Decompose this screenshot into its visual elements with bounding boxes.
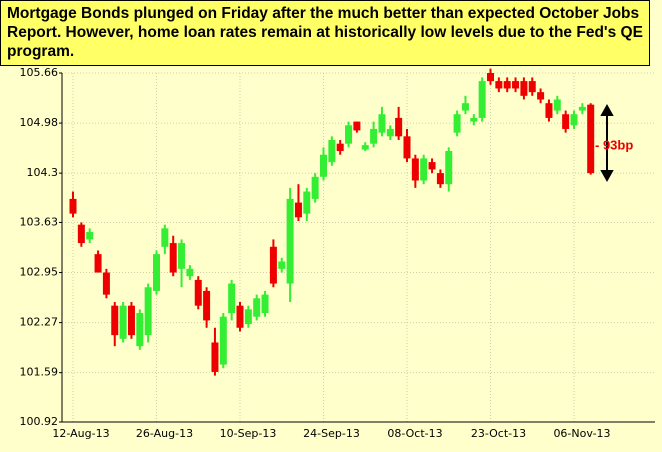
candle-body bbox=[69, 198, 77, 214]
candle-body bbox=[570, 114, 578, 126]
candle-body bbox=[102, 272, 110, 295]
x-tick-label: 24-Sep-13 bbox=[303, 427, 360, 440]
y-tick-label: 104.98 bbox=[20, 116, 59, 129]
candle-body bbox=[370, 128, 378, 144]
candle-body bbox=[403, 136, 411, 159]
candle-body bbox=[503, 81, 511, 89]
x-tick-label: 10-Sep-13 bbox=[220, 427, 277, 440]
candle-body bbox=[311, 176, 319, 199]
candle-body bbox=[286, 198, 294, 284]
candle-body bbox=[461, 103, 469, 111]
arrow-head bbox=[600, 170, 614, 183]
annotation: - 93bp bbox=[595, 137, 633, 152]
y-tick-label: 101.59 bbox=[20, 366, 59, 379]
candle-body bbox=[178, 243, 186, 269]
chart-title: Mortgage Bonds plunged on Friday after t… bbox=[0, 0, 650, 66]
candle-body bbox=[361, 145, 369, 150]
x-tick-label: 06-Nov-13 bbox=[553, 427, 610, 440]
arrow-head bbox=[600, 103, 614, 116]
candle-body bbox=[119, 305, 127, 339]
candle-body bbox=[353, 121, 361, 131]
candle-body bbox=[520, 81, 528, 96]
candle-body bbox=[328, 140, 336, 163]
x-tick-label: 08-Oct-13 bbox=[387, 427, 442, 440]
candle-body bbox=[453, 114, 461, 133]
y-tick-label: 104.3 bbox=[27, 166, 59, 179]
candle-body bbox=[436, 173, 444, 185]
candle-body bbox=[261, 294, 269, 314]
candle-body bbox=[578, 106, 586, 111]
candle-body bbox=[587, 104, 595, 174]
candle-body bbox=[194, 279, 202, 306]
candle-body bbox=[545, 103, 553, 118]
candle-body bbox=[228, 283, 236, 314]
candle-body bbox=[186, 268, 194, 277]
candle-body bbox=[153, 254, 160, 291]
candle-body bbox=[219, 316, 227, 365]
y-tick-label: 100.92 bbox=[20, 415, 59, 428]
y-tick-label: 102.27 bbox=[20, 316, 59, 329]
y-tick-label: 103.63 bbox=[20, 215, 59, 228]
candle-body bbox=[553, 99, 561, 111]
candle-body bbox=[127, 305, 135, 336]
candle-body bbox=[320, 154, 327, 177]
candle-body bbox=[236, 305, 244, 328]
candle-body bbox=[111, 305, 119, 336]
candle-body bbox=[169, 243, 177, 273]
candle-body bbox=[428, 162, 436, 170]
candle-body bbox=[278, 261, 286, 269]
x-tick-label: 23-Oct-13 bbox=[471, 427, 526, 440]
candle-body bbox=[528, 81, 536, 93]
candle-body bbox=[144, 287, 152, 336]
arrow bbox=[600, 103, 614, 183]
x-tick-label: 26-Aug-13 bbox=[136, 427, 193, 440]
candle-body bbox=[512, 81, 520, 89]
candle-body bbox=[537, 92, 545, 100]
candle-body bbox=[161, 228, 169, 247]
candle-body bbox=[94, 254, 102, 273]
candle-body bbox=[411, 158, 419, 181]
candle-body bbox=[244, 309, 252, 325]
candle-body bbox=[420, 158, 428, 181]
x-tick-label: 12-Aug-13 bbox=[52, 427, 109, 440]
candle-body bbox=[294, 202, 302, 218]
candle-body bbox=[395, 117, 403, 137]
candle-body bbox=[345, 125, 353, 144]
candle-body bbox=[253, 298, 261, 317]
candle-body bbox=[386, 128, 394, 137]
candle-body bbox=[336, 143, 344, 152]
candle-body bbox=[445, 151, 453, 185]
candle-body bbox=[211, 342, 219, 372]
candle-body bbox=[478, 81, 486, 118]
candle-body bbox=[470, 117, 478, 122]
y-tick-label: 105.66 bbox=[20, 66, 59, 79]
candle-body bbox=[136, 313, 144, 347]
candle-body bbox=[303, 191, 311, 214]
y-tick-label: 102.95 bbox=[20, 266, 59, 279]
candle-body bbox=[269, 246, 277, 284]
candle-body bbox=[487, 73, 494, 82]
candle-body bbox=[495, 81, 503, 89]
candle-body bbox=[203, 290, 211, 321]
candle-body bbox=[86, 232, 94, 240]
candle-body bbox=[378, 114, 386, 133]
grid bbox=[62, 72, 655, 423]
candle-body bbox=[77, 224, 85, 244]
candle-body bbox=[562, 114, 570, 129]
